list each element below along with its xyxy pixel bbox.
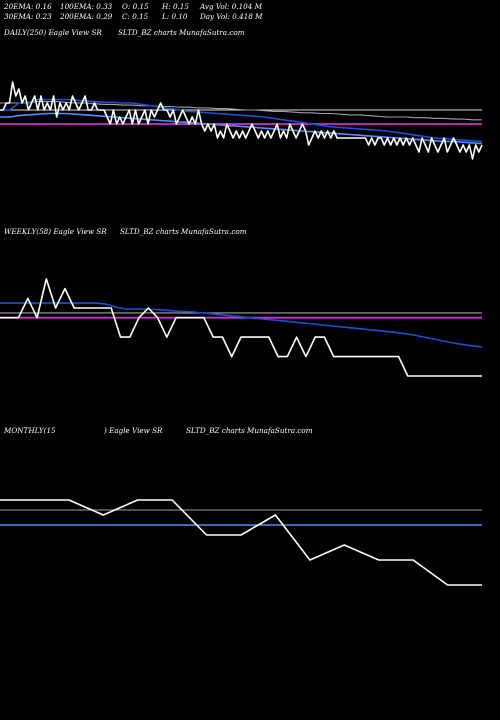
stat-100ema: 100EMA: 0.33 [60, 2, 113, 11]
daily-ema-blue-line [0, 98, 483, 143]
daily-price-line [0, 81, 483, 160]
stat-open: O: 0.15 [122, 2, 149, 11]
stat-200ema: 200EMA: 0.29 [60, 12, 113, 21]
monthly-label: MONTHLY(15 [4, 426, 56, 435]
weekly-label: WEEKLY(58) Eagle View SR [4, 227, 107, 236]
stat-30ema: 30EMA: 0.23 [4, 12, 52, 21]
weekly-chart [0, 278, 483, 377]
monthly-price-line [0, 499, 482, 586]
stat-close: C: 0.15 [122, 12, 149, 21]
weekly-ema-blue-line [0, 302, 483, 348]
weekly-source: SLTD_BZ charts MunafaSutra.com [120, 227, 247, 236]
daily-ema-light-blue-line [0, 112, 483, 145]
stat-20ema: 20EMA: 0.16 [4, 2, 52, 11]
monthly-label-mid: ) Eagle View SR [104, 426, 163, 435]
daily-chart [0, 81, 483, 160]
stat-high: H: 0.15 [162, 2, 189, 11]
daily-source: SLTD_BZ charts MunafaSutra.com [118, 28, 245, 37]
weekly-price-line [0, 278, 482, 377]
monthly-chart [0, 499, 482, 586]
stat-low: L: 0.10 [162, 12, 188, 21]
daily-ema-gray-line [0, 101, 482, 121]
daily-label: DAILY(250) Eagle View SR [4, 28, 102, 37]
monthly-source: SLTD_BZ charts MunafaSutra.com [186, 426, 313, 435]
stat-avg-vol: Avg Vol: 0.104 M [200, 2, 262, 11]
stat-day-vol: Day Vol: 0.418 M [200, 12, 263, 21]
